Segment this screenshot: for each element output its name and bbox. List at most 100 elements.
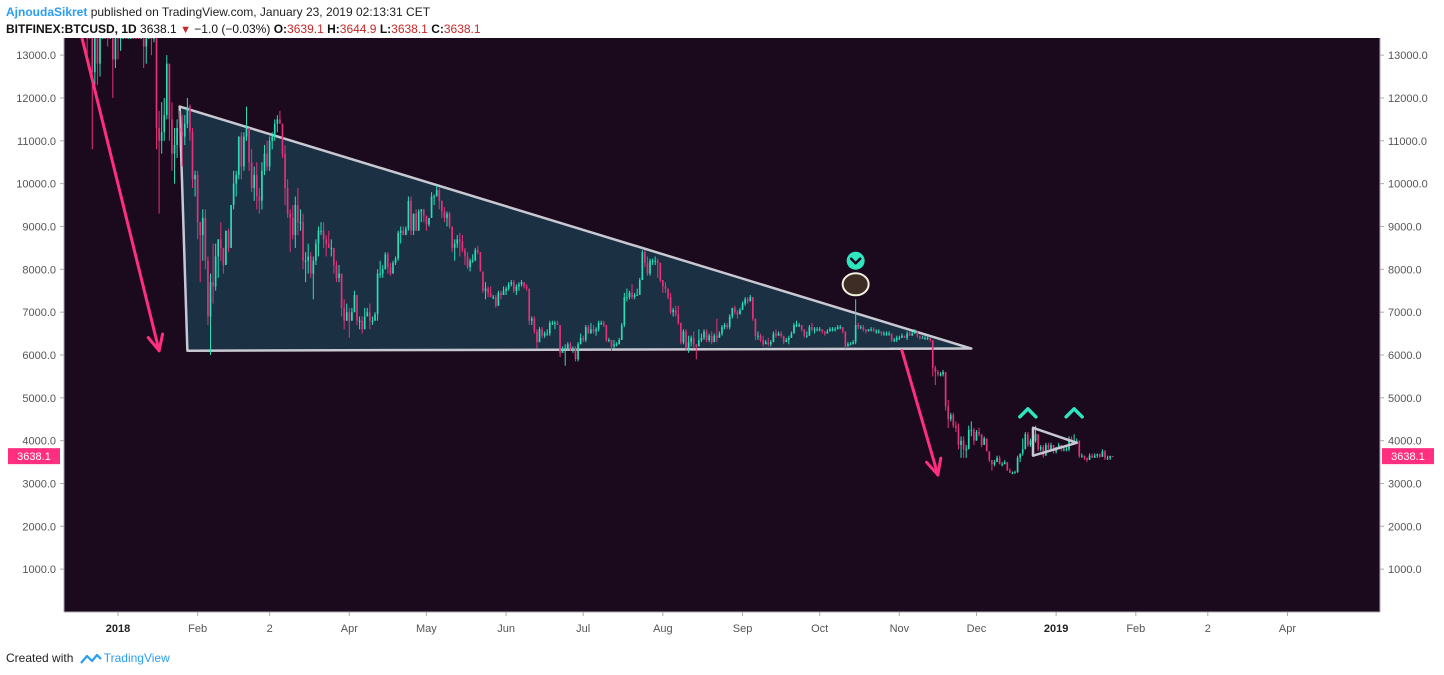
candle-body	[523, 282, 525, 287]
candle-body	[456, 239, 459, 244]
candle-body	[219, 239, 222, 248]
candle-body	[201, 217, 204, 236]
candle-body	[471, 260, 474, 262]
candle-body	[651, 260, 654, 262]
candle-body	[173, 145, 176, 154]
candle-body	[327, 243, 330, 248]
candle-body	[762, 339, 764, 345]
candle-body	[291, 217, 294, 236]
candle-body	[142, 38, 145, 47]
candle-body	[726, 325, 728, 328]
candle-body	[356, 295, 358, 321]
candle-body	[464, 250, 466, 257]
candle-body	[482, 271, 484, 291]
candlestick-chart[interactable]: 1000.0 1000.0 2000.0 2000.0 3000.0 3000.0 4000…	[6, 38, 1438, 638]
candle-body	[942, 372, 944, 375]
x-tick-label: 2	[267, 623, 273, 635]
candle-body	[618, 339, 621, 345]
author-name[interactable]: AjnoudaSikret	[6, 5, 88, 19]
candle-body	[484, 288, 487, 291]
candle-body	[217, 239, 220, 257]
candle-body	[441, 200, 443, 212]
candle-body	[561, 348, 564, 353]
candle-body	[518, 284, 520, 287]
candle-body	[186, 106, 189, 124]
candle-body	[592, 329, 595, 332]
x-tick-label: 2019	[1044, 623, 1068, 635]
candle-body	[857, 325, 860, 328]
candle-body	[903, 335, 906, 338]
candle-body	[423, 209, 425, 216]
candle-body	[898, 337, 901, 339]
y-tick-label-right: 8000.0	[1388, 264, 1422, 276]
candle-body	[808, 327, 811, 336]
candle-body	[415, 213, 417, 231]
candle-body	[351, 312, 353, 321]
down-arrow-line	[900, 349, 940, 477]
candle-body	[369, 312, 371, 321]
candle-body	[232, 183, 235, 206]
open-value: 3639.1	[287, 22, 324, 36]
candle-body	[985, 438, 988, 452]
candles-group	[86, 38, 1114, 475]
tradingview-link[interactable]: TradingView	[103, 651, 170, 665]
candle-body	[183, 123, 186, 137]
candle-body	[536, 331, 538, 343]
candle-body	[931, 339, 934, 368]
candle-body	[145, 38, 148, 47]
candle-body	[1001, 464, 1003, 466]
candle-body	[865, 329, 867, 332]
candle-body	[937, 372, 939, 375]
candle-body	[844, 331, 847, 347]
candle-body	[384, 254, 387, 270]
y-tick-label-left: 4000.0	[22, 436, 56, 448]
candle-body	[698, 339, 700, 347]
candle-body	[662, 280, 664, 287]
candle-body	[965, 449, 968, 451]
candle-body	[672, 310, 674, 313]
candle-body	[299, 222, 302, 224]
candle-body	[358, 320, 361, 322]
candle-body	[91, 38, 94, 73]
candle-body	[929, 337, 932, 340]
candle-body	[315, 243, 317, 261]
candle-body	[410, 200, 412, 231]
y-tick-label-left: 12000.0	[16, 93, 56, 105]
candle-body	[312, 260, 315, 274]
candle-body	[1027, 434, 1029, 445]
candle-body	[489, 292, 492, 298]
candle-body	[793, 325, 795, 334]
x-tick-label: Nov	[890, 623, 910, 635]
candle-body	[811, 327, 813, 330]
y-tick-label-right: 9000.0	[1388, 221, 1422, 233]
candle-body	[392, 262, 394, 274]
candle-body	[967, 429, 970, 450]
candle-body	[746, 299, 749, 302]
candle-body	[952, 414, 955, 426]
small-triangle	[1031, 426, 1078, 457]
candle-body	[214, 256, 217, 287]
candle-body	[692, 337, 695, 345]
candle-body	[397, 232, 399, 259]
candle-body	[595, 329, 597, 332]
y-tick-label-right: 10000.0	[1388, 179, 1428, 191]
candle-body	[243, 136, 245, 167]
down-arrow-line	[80, 38, 161, 353]
candle-body	[836, 327, 839, 330]
candle-body	[818, 329, 821, 331]
candle-body	[497, 292, 500, 306]
candle-body	[998, 457, 1001, 465]
candle-body	[682, 331, 685, 343]
candle-body	[505, 288, 507, 291]
candle-body	[949, 414, 952, 420]
candle-body	[222, 247, 225, 266]
candle-body	[492, 297, 495, 299]
footer: Created with TradingView	[6, 649, 170, 667]
candle-body	[993, 462, 996, 465]
candle-body	[474, 250, 477, 261]
candle-body	[322, 230, 325, 240]
candle-body	[1101, 451, 1104, 457]
candle-body	[340, 273, 343, 308]
low-label: L:	[379, 22, 392, 36]
candle-body	[165, 63, 168, 116]
